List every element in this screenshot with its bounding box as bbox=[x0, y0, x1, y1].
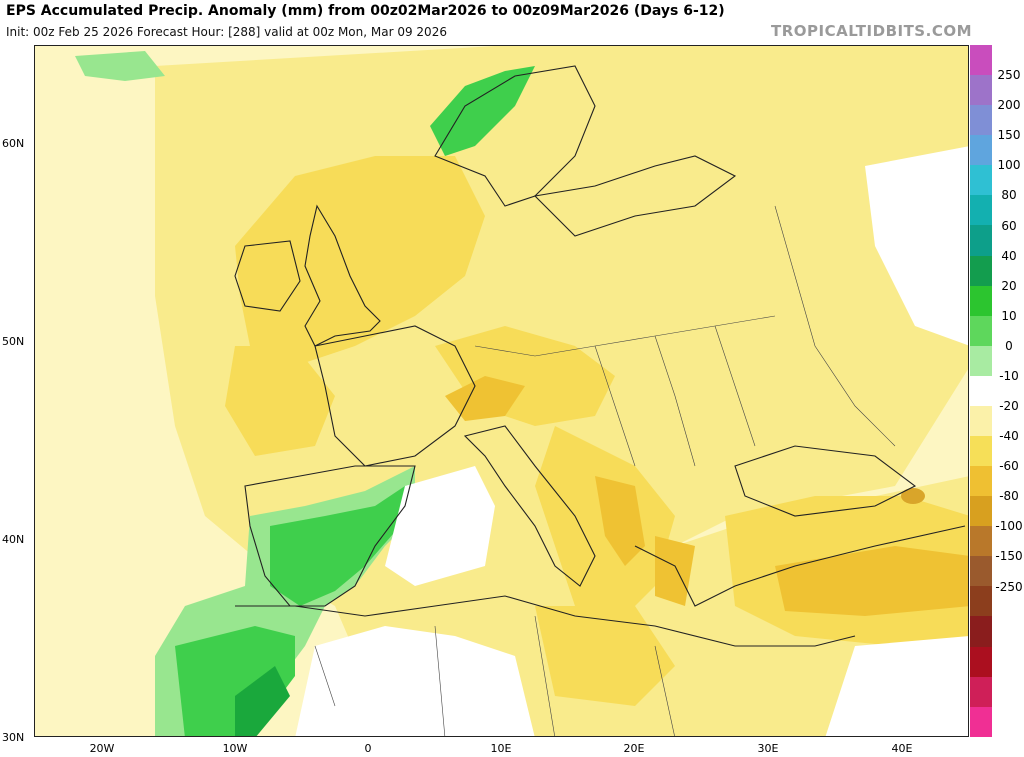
colorbar-swatch bbox=[970, 616, 992, 647]
lat-label-50n: 50N bbox=[2, 335, 25, 348]
coastline-great-britain bbox=[304, 204, 381, 347]
colorbar-swatch bbox=[970, 706, 992, 737]
colorbar-swatch bbox=[970, 165, 992, 196]
lon-label-20e: 20E bbox=[623, 742, 645, 755]
coastline-north-africa bbox=[235, 595, 856, 647]
anomaly-none-mediterranean-sea bbox=[385, 466, 495, 586]
colorbar-swatch bbox=[970, 375, 992, 406]
map-canvas bbox=[35, 46, 968, 736]
anomaly-strong-neg-alps bbox=[445, 376, 525, 421]
map-title: EPS Accumulated Precip. Anomaly (mm) fro… bbox=[6, 3, 725, 19]
map-subtitle: Init: 00z Feb 25 2026 Forecast Hour: [28… bbox=[6, 25, 447, 39]
colorbar-swatch bbox=[970, 345, 992, 376]
colorbar-swatch bbox=[970, 405, 992, 437]
lat-label-60n: 60N bbox=[2, 137, 25, 150]
coastline-black-sea bbox=[734, 445, 917, 517]
colorbar-swatch bbox=[970, 526, 992, 557]
colorbar-label: 20 bbox=[1001, 278, 1017, 293]
lat-label-30n: 30N bbox=[2, 731, 25, 744]
colorbar-label: -150 bbox=[995, 549, 1023, 564]
anomaly-neg-france-west bbox=[225, 346, 335, 456]
lon-label-30e: 30E bbox=[757, 742, 779, 755]
precip-anomaly-map bbox=[34, 45, 969, 737]
colorbar bbox=[970, 45, 992, 737]
colorbar-label: 40 bbox=[1001, 248, 1017, 263]
border-russia bbox=[774, 205, 896, 447]
coastlines-layer bbox=[234, 65, 966, 647]
anomaly-neg-uk-norway bbox=[235, 156, 485, 366]
colorbar-label: -80 bbox=[999, 489, 1019, 504]
colorbar-swatch bbox=[970, 436, 992, 467]
colorbar-swatch bbox=[970, 556, 992, 587]
lon-label-20w: 20W bbox=[89, 742, 115, 755]
colorbar-swatch bbox=[970, 466, 992, 497]
colorbar-label: -40 bbox=[999, 429, 1019, 444]
colorbar-label: 0 bbox=[1005, 338, 1013, 353]
border-north-africa bbox=[314, 615, 675, 736]
anomaly-pos-norway-coast bbox=[430, 66, 535, 156]
colorbar-swatch bbox=[970, 45, 992, 76]
colorbar-label: -10 bbox=[999, 368, 1019, 383]
anomaly-strong-pos-morocco bbox=[235, 666, 290, 736]
colorbar-swatch bbox=[970, 586, 992, 617]
colorbar-label: 250 bbox=[997, 68, 1021, 83]
border-central-europe bbox=[474, 315, 776, 357]
lon-label-10e: 10E bbox=[490, 742, 512, 755]
colorbar-swatch bbox=[970, 75, 992, 106]
colorbar-label: 150 bbox=[997, 128, 1021, 143]
anomaly-none-russia bbox=[865, 146, 968, 346]
lon-label-0: 0 bbox=[364, 742, 372, 755]
colorbar-swatch bbox=[970, 105, 992, 136]
border-east-europe bbox=[594, 325, 756, 467]
colorbar-swatch bbox=[970, 676, 992, 707]
colorbar-swatch bbox=[970, 285, 992, 316]
colorbar-swatch bbox=[970, 646, 992, 677]
anomaly-neg-libya bbox=[535, 606, 675, 706]
coastline-scandinavia bbox=[434, 65, 596, 207]
lon-label-10w: 10W bbox=[222, 742, 248, 755]
colorbar-swatch bbox=[970, 255, 992, 286]
colorbar-label: 100 bbox=[997, 158, 1021, 173]
coastline-italy bbox=[463, 425, 596, 587]
colorbar-swatch bbox=[970, 225, 992, 256]
anomaly-strong-neg-anatolia bbox=[775, 546, 968, 616]
lat-label-40n: 40N bbox=[2, 533, 25, 546]
colorbar-label: 200 bbox=[997, 98, 1021, 113]
anomaly-strong-neg-greece bbox=[655, 536, 695, 606]
colorbar-swatch bbox=[970, 315, 992, 346]
colorbar-label: 10 bbox=[1001, 308, 1017, 323]
colorbar-label: 80 bbox=[1001, 188, 1017, 203]
colorbar-label: 60 bbox=[1001, 218, 1017, 233]
colorbar-swatch bbox=[970, 135, 992, 166]
country-borders-layer bbox=[314, 205, 896, 736]
colorbar-swatch bbox=[970, 496, 992, 527]
colorbar-label: -60 bbox=[999, 459, 1019, 474]
anomaly-weak-pos-iceland bbox=[75, 51, 165, 81]
lon-label-40e: 40E bbox=[891, 742, 913, 755]
colorbar-label: -250 bbox=[995, 579, 1023, 594]
colorbar-swatch bbox=[970, 195, 992, 226]
brand-watermark: TROPICALTIDBITS.COM bbox=[771, 22, 972, 40]
coastline-baltic bbox=[533, 155, 737, 237]
anomaly-none-sahara bbox=[295, 626, 535, 736]
coastline-iberia bbox=[244, 465, 416, 607]
colorbar-label: -20 bbox=[999, 399, 1019, 414]
anomaly-very-strong-neg-east-turkey bbox=[901, 488, 925, 504]
coastline-greece-turkey bbox=[634, 525, 966, 607]
anomaly-pos-spain bbox=[270, 486, 405, 606]
colorbar-label: -100 bbox=[995, 519, 1023, 534]
anomaly-strong-neg-adriatic bbox=[595, 476, 645, 566]
coastline-france bbox=[314, 325, 476, 467]
anomaly-none-arabia bbox=[825, 636, 968, 736]
coastline-ireland bbox=[234, 240, 301, 312]
